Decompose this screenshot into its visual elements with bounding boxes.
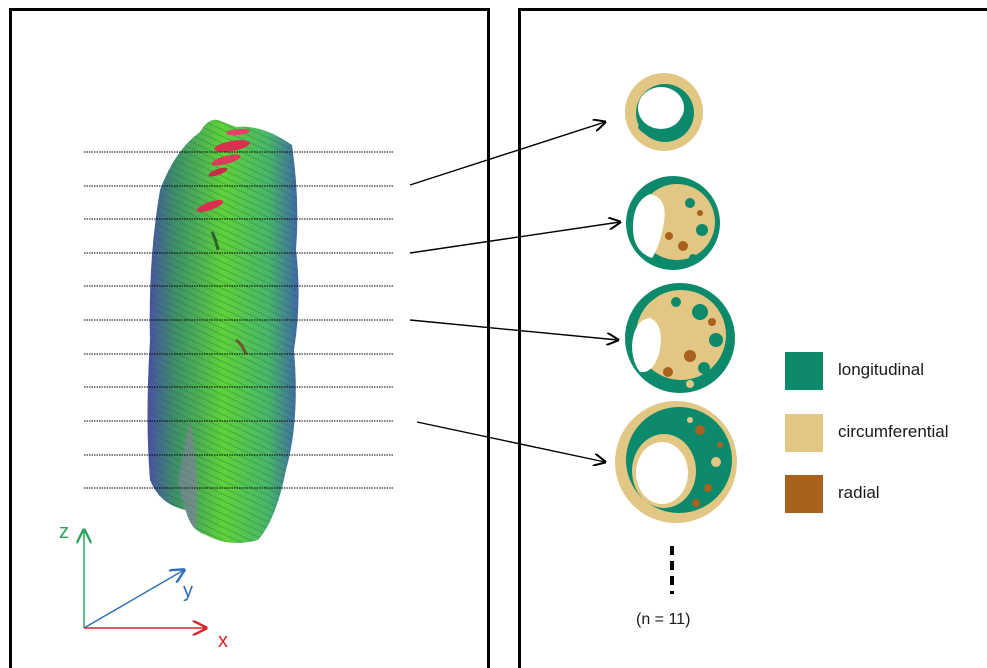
sample-count-label: (n = 11) <box>636 611 691 628</box>
legend-label-circumferential: circumferential <box>838 422 949 441</box>
radial-fiber-highlights <box>196 128 250 213</box>
slice-lines <box>84 151 393 489</box>
z-axis-label: z <box>59 521 69 543</box>
cross-section-3 <box>625 283 735 393</box>
coordinate-axes <box>84 530 206 628</box>
legend-swatch-radial <box>785 475 823 513</box>
legend-swatch-longitudinal <box>785 352 823 390</box>
fiber-tract-volume <box>147 119 299 544</box>
legend-label-longitudinal: longitudinal <box>838 360 925 379</box>
legend-swatch-circumferential <box>785 414 823 452</box>
cross-section-4 <box>615 401 737 523</box>
cross-section-1 <box>625 73 703 151</box>
x-axis-label: x <box>218 630 228 652</box>
slice-arrows <box>409 122 620 462</box>
y-axis-label: y <box>183 580 193 602</box>
cross-section-2 <box>626 176 720 270</box>
legend-label-radial: radial <box>838 483 880 502</box>
